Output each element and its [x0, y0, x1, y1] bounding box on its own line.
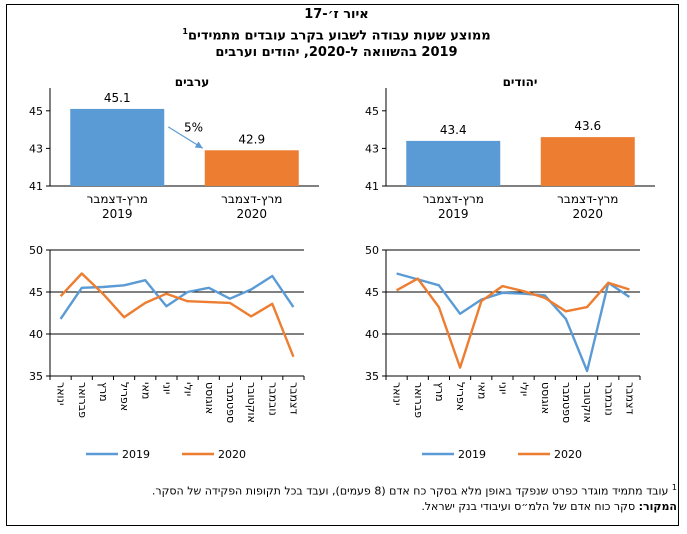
- footnote-marker: 1: [671, 483, 677, 492]
- figure-title-footnote-mark: 1: [182, 27, 188, 36]
- y-tick-label: 45: [29, 286, 43, 299]
- x-month-label: פברואר: [412, 382, 425, 418]
- y-tick-label: 45: [29, 105, 43, 118]
- bar-data-label: 42.9: [238, 132, 265, 146]
- x-month-label: אוגוסט: [203, 382, 216, 414]
- bar-category-label: 2019: [438, 207, 469, 221]
- bar-data-label: 43.6: [574, 119, 601, 133]
- source-label: המקור:: [638, 499, 677, 513]
- y-tick-label: 43: [365, 142, 379, 155]
- x-month-label: מרץ: [433, 382, 446, 402]
- footnote-note-text: עובד מתמיד מוגדר כפרט שנפקד באופן מלא בס…: [151, 484, 669, 498]
- bar-category-label: מרץ-דצמבר: [221, 192, 282, 206]
- x-month-label: יולי: [518, 382, 531, 396]
- x-month-label: דצמבר: [623, 382, 636, 415]
- series-line-2019: [396, 272, 631, 373]
- x-month-label: אפריל: [118, 382, 131, 411]
- x-month-label: ינואר: [391, 382, 404, 405]
- y-tick-label: 41: [29, 180, 43, 193]
- x-month-label: יולי: [182, 382, 195, 396]
- x-month-label: ספטמבר: [560, 382, 573, 423]
- jews-bar-chart: יהודים45434143.4מרץ-דצמבר201943.6מרץ-דצמ…: [365, 75, 655, 221]
- bar-2020: [204, 150, 299, 186]
- x-month-label: אפריל: [454, 382, 467, 411]
- footnote-note: 1 עובד מתמיד מוגדר כפרט שנפקד באופן מלא …: [22, 480, 677, 499]
- y-tick-label: 35: [365, 370, 379, 383]
- arabs-line-chart: 50 45 40 35 ינואר פברואר מרץ אפריל מאי יוני יולי או…: [29, 244, 305, 461]
- x-month-label: נובמבר: [602, 382, 615, 416]
- legend-label-2020: 2020: [218, 448, 246, 461]
- series-line-2020: [396, 277, 630, 369]
- change-arrow: [167, 126, 204, 149]
- x-month-label: פברואר: [76, 382, 89, 418]
- y-tick-label: 43: [29, 142, 43, 155]
- figure-subtitle: 2019 בהשוואה ל-2020, יהודים וערבים: [215, 45, 458, 61]
- x-month-label: אוקטובר: [245, 382, 258, 423]
- bar-category-label: 2019: [102, 207, 133, 221]
- x-month-label: מרץ: [97, 382, 110, 402]
- panel-title: ערבים: [175, 75, 209, 89]
- bar-category-label: 2020: [236, 207, 267, 221]
- bar-2019: [70, 108, 165, 186]
- y-tick-label: 40: [365, 328, 379, 341]
- footnote-block: 1 עובד מתמיד מוגדר כפרט שנפקד באופן מלא …: [22, 480, 677, 514]
- bar-data-label: 43.4: [440, 123, 467, 137]
- x-month-label: אוקטובר: [581, 382, 594, 423]
- arabs-bar-chart: ערבים45434145.1מרץ-דצמבר201942.9מרץ-דצמב…: [29, 75, 319, 221]
- series-line-2020: [59, 272, 295, 358]
- bar-category-label: מרץ-דצמבר: [423, 192, 484, 206]
- x-month-label: ינואר: [55, 382, 68, 405]
- y-tick-label: 50: [365, 244, 379, 257]
- y-tick-label: 50: [29, 244, 43, 257]
- figure-frame: [6, 4, 679, 526]
- figure-title: ממוצע שעות עבודה לשבוע בקרב עובדים מתמיד…: [0, 23, 673, 44]
- jews-line-chart: 50 45 40 35 ינואר פברואר מרץ אפריל מאי יוני יולי או…: [365, 244, 641, 461]
- x-month-label: יוני: [160, 382, 173, 394]
- bar-2020: [540, 137, 635, 186]
- figure-header: איור ז׳-17 ממוצע שעות עבודה לשבוע בקרב ע…: [0, 6, 673, 61]
- bar-category-label: מרץ-דצמבר: [557, 192, 618, 206]
- legend-label-2019: 2019: [458, 448, 486, 461]
- x-month-label: מאי: [139, 382, 152, 399]
- y-tick-label: 45: [365, 286, 379, 299]
- x-month-label: דצמבר: [287, 382, 300, 415]
- bar-category-label: מרץ-דצמבר: [87, 192, 148, 206]
- y-tick-label: 35: [29, 370, 43, 383]
- x-month-label: מאי: [475, 382, 488, 399]
- legend-label-2020: 2020: [554, 448, 582, 461]
- legend-label-2019: 2019: [122, 448, 150, 461]
- figure-title-text: ממוצע שעות עבודה לשבוע בקרב עובדים מתמיד…: [187, 28, 491, 44]
- y-tick-label: 41: [365, 180, 379, 193]
- bar-category-label: 2020: [572, 207, 603, 221]
- footnote-source: המקור: סקר כוח אדם של הלמ״ס ועיבודי בנק …: [22, 499, 677, 514]
- source-text: סקר כוח אדם של הלמ״ס ועיבודי בנק ישראל.: [421, 499, 636, 513]
- figure-number: איור ז׳-17: [304, 7, 369, 22]
- x-month-label: יוני: [496, 382, 509, 394]
- series-line-2019: [59, 274, 295, 320]
- bar-data-label: 45.1: [104, 91, 131, 105]
- panel-title: יהודים: [503, 75, 538, 89]
- y-tick-label: 45: [365, 105, 379, 118]
- change-annotation: 5%: [184, 121, 203, 135]
- bar-2019: [406, 140, 501, 186]
- x-month-label: אוגוסט: [539, 382, 552, 414]
- x-month-label: נובמבר: [266, 382, 279, 416]
- y-tick-label: 40: [29, 328, 43, 341]
- x-month-label: ספטמבר: [224, 382, 237, 423]
